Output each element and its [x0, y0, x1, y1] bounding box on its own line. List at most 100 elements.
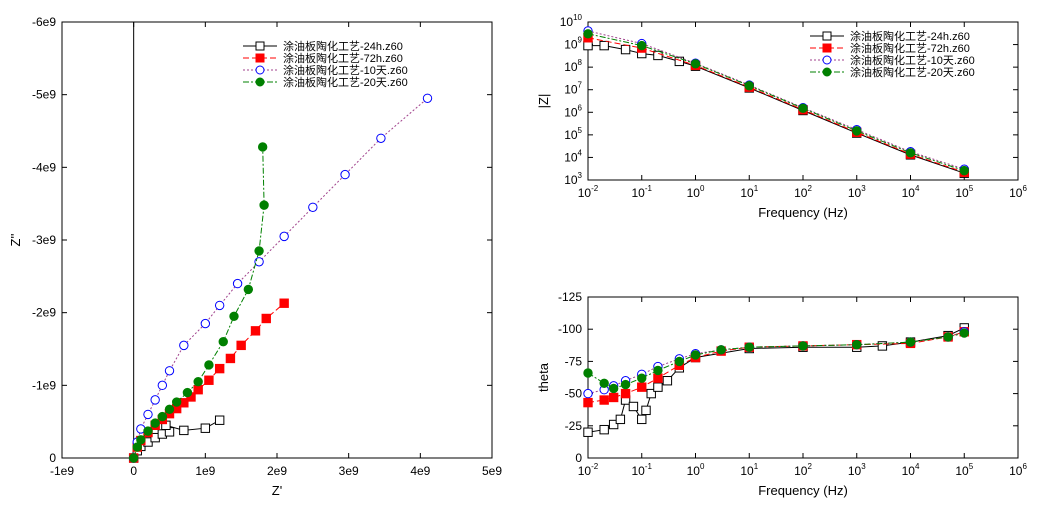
- data-point: [798, 103, 808, 114]
- x-tick-label: 103: [848, 462, 866, 478]
- data-point: [279, 231, 289, 242]
- y-tick-label: 108: [564, 58, 582, 74]
- data-point: [340, 169, 350, 180]
- data-point: [744, 342, 754, 352]
- data-point: [583, 427, 593, 437]
- data-point: [877, 341, 888, 351]
- x-tick-label: 106: [1009, 184, 1027, 200]
- y-axis-label: |Z|: [536, 94, 551, 109]
- data-point: [583, 388, 593, 399]
- data-point: [599, 395, 609, 405]
- y-tick-label: 104: [564, 148, 582, 164]
- data-point: [179, 425, 189, 436]
- data-point: [620, 44, 631, 55]
- data-point: [852, 339, 862, 350]
- data-point: [182, 387, 193, 398]
- x-tick-label: 10-2: [578, 184, 599, 200]
- data-point: [641, 405, 651, 416]
- x-tick-label: 105: [955, 184, 973, 200]
- data-point: [674, 356, 685, 367]
- data-point: [583, 368, 593, 378]
- data-point: [150, 395, 160, 405]
- data-point: [662, 376, 673, 386]
- data-point: [143, 426, 153, 436]
- y-tick-label: -25: [565, 419, 583, 433]
- data-point: [225, 353, 236, 364]
- series-line: [133, 97, 428, 459]
- series-4: [128, 142, 269, 463]
- data-point: [608, 419, 619, 430]
- y-tick-label: -100: [558, 322, 582, 336]
- data-point: [637, 414, 647, 425]
- data-point: [599, 40, 609, 51]
- x-tick-label: 2e9: [267, 464, 287, 478]
- series-line: [587, 33, 965, 172]
- x-axis-label: Frequency (Hz): [758, 483, 848, 498]
- data-point: [255, 53, 265, 63]
- data-point: [943, 332, 953, 342]
- data-point: [637, 373, 647, 383]
- y-tick-label: -2e9: [32, 306, 56, 320]
- data-point: [716, 345, 726, 355]
- x-tick-label: 10-1: [632, 462, 653, 478]
- data-point: [653, 373, 663, 383]
- bode-magnitude-plot: 10-2 10-1 100 101 102 103 104 105 106 103 104 105 10…: [536, 13, 1027, 220]
- data-point: [620, 379, 631, 390]
- data-point: [822, 55, 832, 65]
- data-point: [583, 29, 593, 39]
- data-point: [308, 202, 318, 213]
- x-tick-label: 10-2: [578, 462, 599, 478]
- y-tick-label: 0: [49, 451, 56, 465]
- bode-phase-plot: 10-2 10-1 100 101 102 103 104 105 106 0 -25 -50 -75 -…: [536, 290, 1027, 498]
- data-point: [250, 326, 261, 336]
- data-point: [628, 401, 639, 412]
- y-tick-label: 106: [564, 103, 582, 119]
- data-point: [744, 81, 754, 91]
- data-point: [261, 313, 271, 324]
- x-tick-label: 100: [687, 184, 705, 200]
- x-tick-label: 102: [794, 462, 812, 478]
- data-point: [959, 165, 969, 176]
- x-tick-label: 104: [902, 184, 920, 200]
- data-point: [674, 56, 685, 67]
- y-tick-label: -6e9: [32, 15, 56, 29]
- data-point: [690, 59, 701, 69]
- data-point: [128, 453, 139, 463]
- x-tick-label: 101: [740, 184, 758, 200]
- y-tick-label: -125: [558, 290, 582, 304]
- x-tick-label: 104: [902, 462, 920, 478]
- data-point: [279, 298, 289, 308]
- data-point: [637, 40, 647, 51]
- data-point: [214, 300, 225, 311]
- legend: 涂油板陶化工艺-24h.z60涂油板陶化工艺-72h.z60涂油板陶化工艺-10…: [243, 39, 408, 89]
- data-point: [257, 142, 268, 152]
- y-tick-label: 0: [575, 451, 582, 465]
- y-tick-label: 105: [564, 126, 582, 142]
- x-tick-label: 4e9: [410, 464, 430, 478]
- data-point: [254, 257, 264, 267]
- x-tick-label: 103: [848, 184, 866, 200]
- data-point: [164, 404, 175, 415]
- data-point: [690, 350, 701, 360]
- data-point: [157, 380, 168, 391]
- data-point: [599, 424, 609, 435]
- data-point: [905, 148, 916, 158]
- data-point: [200, 423, 211, 433]
- data-point: [822, 43, 832, 53]
- x-axis-label: Frequency (Hz): [758, 205, 848, 220]
- data-point: [232, 278, 243, 289]
- data-point: [204, 375, 214, 385]
- y-axis-label: Z'': [8, 234, 23, 247]
- data-point: [608, 392, 619, 403]
- y-tick-label: 103: [564, 171, 582, 187]
- y-tick-label: -3e9: [32, 233, 56, 247]
- x-tick-label: 1e9: [195, 464, 215, 478]
- data-point: [214, 415, 225, 425]
- data-point: [255, 65, 265, 75]
- data-point: [259, 200, 269, 210]
- data-point: [255, 77, 265, 87]
- y-axis-label: theta: [536, 362, 551, 392]
- data-point: [143, 409, 153, 420]
- y-tick-label: -4e9: [32, 160, 56, 174]
